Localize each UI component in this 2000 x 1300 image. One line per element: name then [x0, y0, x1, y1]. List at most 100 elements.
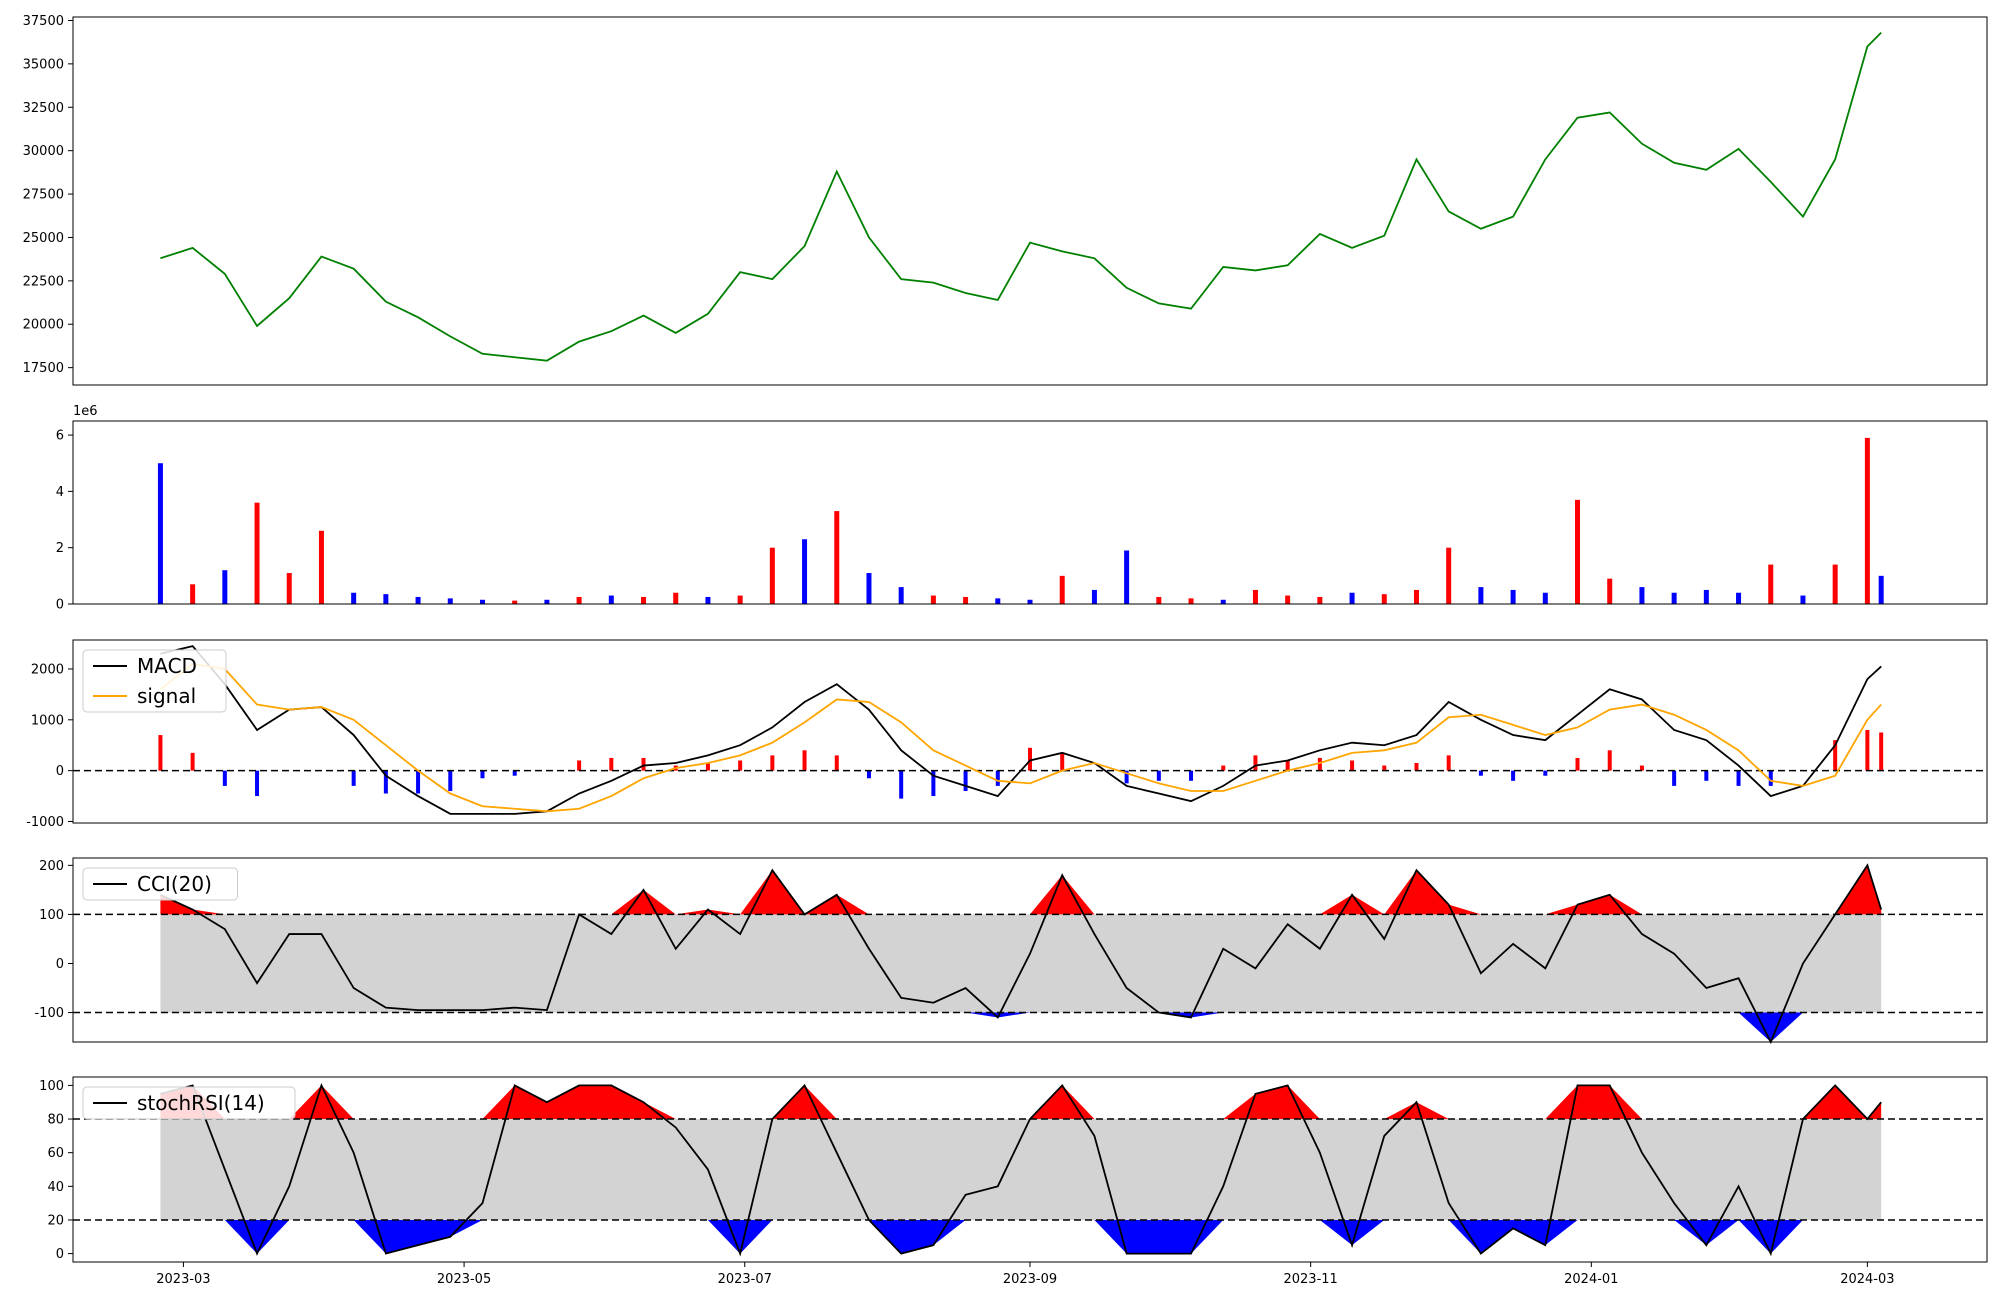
overbought-fill — [160, 865, 1882, 915]
macd-histogram-bar — [770, 755, 775, 771]
y-tick-label: 20 — [47, 1213, 64, 1228]
macd-histogram-bar — [1672, 770, 1677, 786]
volume-bar — [1575, 499, 1581, 604]
volume-bar — [1446, 547, 1452, 604]
volume-bar — [930, 595, 936, 604]
volume-bar — [1027, 599, 1033, 604]
signal-line — [159, 662, 1882, 813]
volume-bar — [190, 584, 196, 604]
macd-histogram-bar — [1736, 770, 1741, 786]
volume-bar — [415, 596, 421, 604]
volume-bar — [1832, 564, 1838, 604]
y-tick-label: 37500 — [23, 14, 64, 29]
volume-bar — [1671, 592, 1677, 604]
volume-bar — [1864, 437, 1870, 604]
volume-bar — [1703, 589, 1709, 604]
volume-bar — [1542, 592, 1548, 604]
overbought-fill — [160, 1085, 1882, 1120]
volume-bar — [769, 547, 775, 604]
volume-bar — [1381, 594, 1387, 604]
macd-histogram-bar — [705, 763, 710, 771]
volume-bar — [673, 592, 679, 604]
price-line — [160, 31, 1882, 362]
volume-bar — [1607, 578, 1613, 604]
panel-frame — [72, 857, 1988, 1043]
y-tick-label: 40 — [47, 1180, 64, 1195]
y-tick-label: 0 — [56, 598, 64, 613]
macd-histogram-bar — [1543, 770, 1548, 776]
y-tick-label: 4 — [56, 485, 64, 500]
macd-histogram-bar — [577, 760, 582, 771]
y-tick-label: 2000 — [31, 662, 64, 677]
y-tick-label: 22500 — [23, 274, 64, 289]
y-tick-label: 2 — [56, 541, 64, 556]
legend-label: signal — [137, 684, 196, 708]
macd-histogram-bar — [1478, 770, 1483, 776]
legend-label: MACD — [137, 654, 197, 678]
macd-histogram-bar — [1221, 765, 1226, 771]
macd-histogram-bar — [899, 770, 904, 799]
macd-histogram-bar — [802, 750, 807, 771]
legend-label: stochRSI(14) — [137, 1091, 265, 1115]
macd-histogram-bar — [1253, 755, 1258, 771]
x-tick-label: 2023-09 — [1003, 1272, 1057, 1287]
legend-box — [82, 867, 238, 901]
macd-histogram-bar — [1189, 770, 1194, 781]
volume-bar — [802, 539, 808, 604]
macd-histogram-bar — [641, 757, 646, 771]
macd-panel: -1000 0 1000 2000 MACD signal — [26, 639, 1988, 830]
volume-bar — [1285, 595, 1291, 604]
volume-bar — [1252, 589, 1258, 604]
volume-bar — [1188, 598, 1194, 604]
volume-bar — [318, 530, 324, 604]
volume-bar — [447, 598, 453, 604]
volume-bar — [608, 595, 614, 604]
y-tick-label: 0 — [56, 957, 64, 972]
volume-bar — [383, 594, 389, 604]
indicator-line — [160, 1082, 1882, 1257]
volume-bar — [479, 599, 485, 604]
y-tick-label: 25000 — [23, 231, 64, 246]
volume-bar — [1059, 575, 1065, 604]
volume-bar — [1800, 595, 1806, 604]
volume-bar — [641, 596, 647, 604]
macd-histogram-bar — [1350, 760, 1355, 771]
x-axis: 2023-03 2023-05 2023-07 2023-09 2023-11 2024-… — [156, 1262, 1895, 1287]
volume-bar — [1156, 596, 1162, 604]
macd-histogram-bar — [1156, 770, 1161, 781]
panel-frame — [72, 639, 1988, 824]
macd-histogram-bar — [1285, 760, 1290, 771]
y-tick-label: 100 — [39, 908, 64, 923]
macd-histogram-bar — [480, 770, 485, 779]
neutral-band — [160, 914, 1882, 1013]
y-tick-label: 60 — [47, 1146, 64, 1161]
macd-histogram-bar — [222, 770, 227, 786]
macd-histogram-bar — [1317, 757, 1322, 771]
volume-bar — [705, 596, 711, 604]
y-tick-label: -1000 — [26, 815, 64, 830]
macd-histogram-bar — [1382, 765, 1387, 771]
volume-bar — [1413, 589, 1419, 604]
y-tick-label: 35000 — [23, 57, 64, 72]
macd-histogram-bar — [158, 735, 163, 771]
volume-bar — [866, 573, 872, 604]
y-tick-label: 30000 — [23, 144, 64, 159]
x-tick-label: 2023-07 — [718, 1272, 772, 1287]
volume-bar — [1478, 587, 1484, 604]
oversold-fill — [160, 1012, 1882, 1042]
macd-line — [160, 645, 1882, 815]
macd-histogram-bar — [1060, 752, 1065, 771]
macd-histogram-bar — [416, 770, 421, 794]
price-panel: 17500 20000 22500 25000 27500 30000 32500 35000… — [23, 14, 1988, 386]
volume-bar — [286, 573, 292, 604]
volume-bar — [1736, 592, 1742, 604]
x-tick-label: 2023-03 — [156, 1272, 210, 1287]
volume-bar — [1349, 592, 1355, 604]
macd-histogram-bar — [383, 770, 388, 794]
volume-bar — [834, 511, 840, 604]
y-tick-label: 20000 — [23, 318, 64, 333]
y-tick-label: 17500 — [23, 361, 64, 376]
volume-bar — [898, 587, 904, 604]
y-scale-label: 1e6 — [73, 404, 98, 419]
